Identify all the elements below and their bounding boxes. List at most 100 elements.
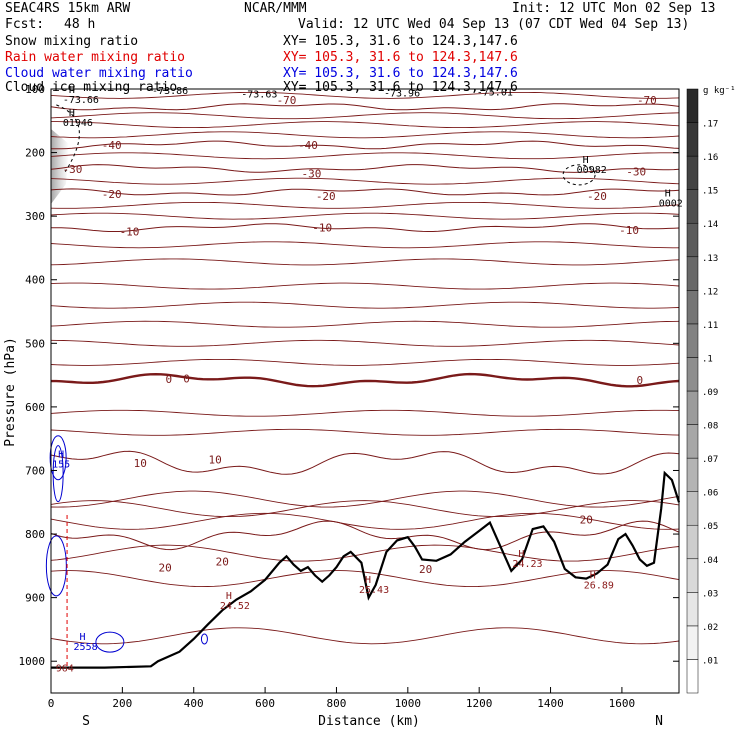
isotherm-minor xyxy=(50,201,680,209)
extremum-value: 964 xyxy=(56,663,74,674)
colorbar-swatch xyxy=(686,155,699,190)
colorbar-tick-label: .17 xyxy=(702,120,718,130)
isotherm-label: 10 xyxy=(134,457,147,470)
field-name-cloud-water: Cloud water mixing ratio xyxy=(5,66,193,81)
colorbar-swatch xyxy=(686,524,699,560)
y-tick-label: 100 xyxy=(25,83,45,96)
extremum-value: 25.43 xyxy=(359,585,389,596)
x-tick-label: 400 xyxy=(184,697,204,710)
colorbar-tick-label: .03 xyxy=(702,589,718,599)
colorbar-tick-label: .11 xyxy=(702,321,718,331)
y-axis-label: Pressure (hPa) xyxy=(3,337,18,447)
colorbar-tick-label: .12 xyxy=(702,287,718,297)
x-axis-label: Distance (km) xyxy=(318,714,420,729)
valid-time: Valid: 12 UTC Wed 04 Sep 13 (07 CDT Wed … xyxy=(298,17,690,32)
isotherm-label: 20 xyxy=(216,555,229,568)
field-name-cloud-ice: Cloud ice mixing ratio xyxy=(5,80,178,95)
colorbar-unit: g kg⁻¹ xyxy=(703,86,736,96)
isotherm-minor xyxy=(50,339,680,347)
colorbar-swatch xyxy=(686,290,699,325)
isotherm-minor xyxy=(50,258,680,266)
isotherm-minor xyxy=(50,177,680,185)
isotherm-label: -30 xyxy=(626,166,646,179)
isotherm-label: -10 xyxy=(619,224,639,237)
x-tick-label: 200 xyxy=(112,697,132,710)
isotherm-label: 20 xyxy=(419,563,432,576)
extremum-marker: H xyxy=(665,189,671,200)
isotherm-label: 0 xyxy=(165,373,172,386)
isotherm-minor xyxy=(50,490,680,508)
cloud-water-contour xyxy=(49,435,67,481)
colorbar-tick-label: .04 xyxy=(702,556,718,566)
isotherm-label: -40 xyxy=(298,139,318,152)
cloud-water-contour xyxy=(45,535,67,597)
extremum-value: 2558 xyxy=(74,642,98,653)
extremum-marker: H xyxy=(518,549,524,560)
cloud-ice-contour xyxy=(562,164,596,186)
isotherm-label: -20 xyxy=(587,190,607,203)
isotherm-label: -10 xyxy=(312,222,332,235)
colorbar-swatch xyxy=(686,491,699,526)
extremum-marker: H xyxy=(58,449,64,460)
isotherm-minor xyxy=(50,320,680,328)
model-title: SEAC4RS 15km ARW xyxy=(5,1,131,16)
extremum-value: -73.66 xyxy=(63,95,99,106)
colorbar-tick-label: .01 xyxy=(702,656,718,666)
colorbar-swatch xyxy=(686,323,699,358)
field-xy-rain: XY= 105.3, 31.6 to 124.3,147.6 xyxy=(283,50,518,65)
colorbar-swatch xyxy=(686,256,699,291)
cloud-ice-contour xyxy=(56,104,80,172)
colorbar-tick-label: .06 xyxy=(702,489,718,499)
y-tick-label: 200 xyxy=(25,147,45,160)
isotherm-label: -30 xyxy=(62,163,82,176)
colorbar-swatch xyxy=(686,659,699,694)
y-tick-label: 400 xyxy=(25,274,45,287)
isotherm-label: -40 xyxy=(102,139,122,152)
colorbar-swatch xyxy=(686,592,699,627)
extremum-marker: H xyxy=(80,632,86,643)
extremum-value: 00982 xyxy=(577,165,607,176)
extremum-marker: H xyxy=(590,571,596,582)
extremum-value: -73.63 xyxy=(241,89,277,100)
cloud-water-contour xyxy=(95,631,125,653)
extremum-value: 01946 xyxy=(63,118,93,129)
isotherm-minor xyxy=(50,544,680,562)
isotherm-minor xyxy=(50,500,680,518)
colorbar-swatch xyxy=(686,189,699,224)
colorbar-tick-label: .07 xyxy=(702,455,718,465)
x-tick-label: 600 xyxy=(255,697,275,710)
cloud-water-contour xyxy=(200,633,208,645)
isotherm-minor xyxy=(50,152,680,160)
isotherm-minor xyxy=(50,570,680,588)
isotherm-label: 0 xyxy=(636,374,643,387)
colorbar-swatch xyxy=(686,222,699,258)
isotherm-minor xyxy=(50,131,680,139)
isotherm-label: -20 xyxy=(316,190,336,203)
extremum-value: 26.89 xyxy=(584,581,614,592)
isotherm--10 xyxy=(51,223,680,232)
forecast-hours: 48 h xyxy=(64,17,96,32)
colorbar-swatch xyxy=(686,390,699,425)
y-tick-label: 700 xyxy=(25,464,45,477)
colorbar-tick-label: .15 xyxy=(702,187,718,197)
y-tick-label: 600 xyxy=(25,401,45,414)
isotherm-label: 0 xyxy=(183,372,190,385)
colorbar-swatch xyxy=(686,357,699,392)
extremum-marker: H xyxy=(69,108,75,119)
isotherm-minor xyxy=(50,282,680,290)
extremum-value: -75.01 xyxy=(477,87,513,98)
isotherm-minor xyxy=(50,212,680,220)
isotherm-label: -70 xyxy=(277,94,297,107)
cloud-water-contour xyxy=(52,445,64,503)
plot-frame xyxy=(50,88,680,694)
extremum-marker: H xyxy=(365,575,371,586)
y-tick-label: 1000 xyxy=(19,655,46,668)
init-time: Init: 12 UTC Mon 02 Sep 13 xyxy=(512,1,716,16)
colorbar-tick-label: .16 xyxy=(702,153,718,163)
colorbar-tick-label: .1 xyxy=(702,354,713,364)
colorbar-swatch xyxy=(686,558,699,593)
x-tick-label: 1600 xyxy=(609,697,636,710)
x-tick-label: 1000 xyxy=(395,697,422,710)
isotherm-10 xyxy=(50,450,680,475)
isotherm-minor xyxy=(51,121,680,129)
